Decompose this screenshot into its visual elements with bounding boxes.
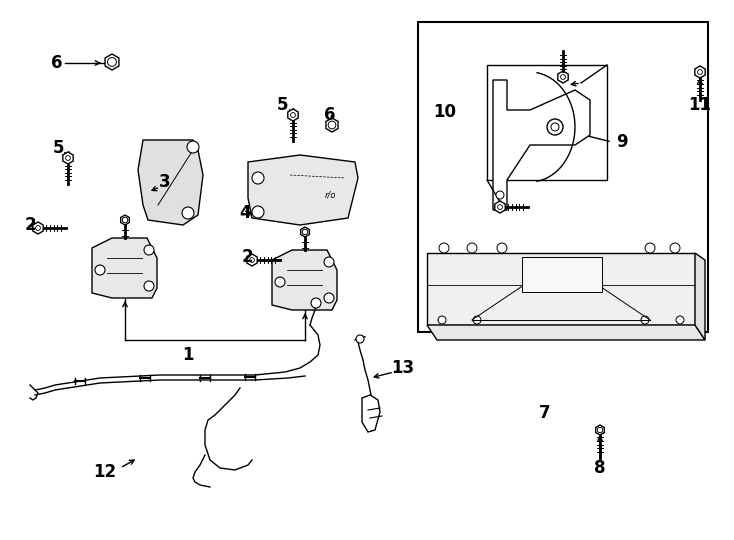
Text: 7: 7 <box>539 404 550 422</box>
Text: r/o: r/o <box>324 191 335 199</box>
Text: 1: 1 <box>182 346 194 364</box>
Bar <box>522 257 602 292</box>
Text: 6: 6 <box>51 54 62 72</box>
Polygon shape <box>301 227 309 237</box>
Circle shape <box>291 113 295 117</box>
Text: 5: 5 <box>277 96 288 114</box>
Circle shape <box>597 427 603 433</box>
Polygon shape <box>120 215 129 225</box>
Text: 3: 3 <box>159 173 171 191</box>
Circle shape <box>496 191 504 199</box>
Polygon shape <box>138 140 203 225</box>
Circle shape <box>324 293 334 303</box>
Polygon shape <box>493 80 590 210</box>
Text: 4: 4 <box>239 204 251 222</box>
Polygon shape <box>495 201 505 213</box>
Circle shape <box>697 70 702 75</box>
Polygon shape <box>272 250 337 310</box>
Polygon shape <box>63 152 73 164</box>
Text: 8: 8 <box>595 459 606 477</box>
Polygon shape <box>362 395 380 432</box>
Circle shape <box>670 243 680 253</box>
Text: 2: 2 <box>24 216 36 234</box>
Bar <box>487 65 607 180</box>
Circle shape <box>182 207 194 219</box>
Text: 10: 10 <box>434 103 457 121</box>
Polygon shape <box>695 253 705 340</box>
Circle shape <box>438 316 446 324</box>
Circle shape <box>275 277 285 287</box>
Circle shape <box>108 58 117 66</box>
Circle shape <box>645 243 655 253</box>
Circle shape <box>356 335 364 343</box>
Polygon shape <box>326 118 338 132</box>
Circle shape <box>473 316 481 324</box>
Circle shape <box>302 230 308 235</box>
Text: 6: 6 <box>324 106 335 124</box>
Circle shape <box>95 265 105 275</box>
Text: 12: 12 <box>93 463 117 481</box>
Circle shape <box>36 226 40 231</box>
Text: 2: 2 <box>241 248 252 266</box>
Circle shape <box>187 141 199 153</box>
Circle shape <box>561 75 565 79</box>
Circle shape <box>311 298 321 308</box>
Polygon shape <box>427 325 705 340</box>
Circle shape <box>252 206 264 218</box>
Circle shape <box>65 156 70 160</box>
Polygon shape <box>105 54 119 70</box>
Circle shape <box>497 243 507 253</box>
Circle shape <box>641 316 649 324</box>
Polygon shape <box>248 155 358 225</box>
Circle shape <box>676 316 684 324</box>
Circle shape <box>551 123 559 131</box>
Polygon shape <box>92 238 157 298</box>
Polygon shape <box>247 254 257 266</box>
Polygon shape <box>288 109 298 121</box>
Circle shape <box>144 281 154 291</box>
Polygon shape <box>558 71 568 83</box>
Circle shape <box>498 205 502 210</box>
Polygon shape <box>695 66 705 78</box>
Circle shape <box>547 119 563 135</box>
Text: 13: 13 <box>391 359 415 377</box>
Circle shape <box>252 172 264 184</box>
Circle shape <box>324 257 334 267</box>
Text: 11: 11 <box>688 96 711 114</box>
Polygon shape <box>33 222 43 234</box>
Polygon shape <box>596 425 604 435</box>
Polygon shape <box>427 253 695 325</box>
Circle shape <box>439 243 449 253</box>
Circle shape <box>467 243 477 253</box>
Circle shape <box>328 121 336 129</box>
Bar <box>418 22 708 332</box>
Circle shape <box>250 258 255 262</box>
Text: 5: 5 <box>52 139 64 157</box>
Circle shape <box>123 217 128 222</box>
Circle shape <box>144 245 154 255</box>
Text: 9: 9 <box>616 133 628 151</box>
